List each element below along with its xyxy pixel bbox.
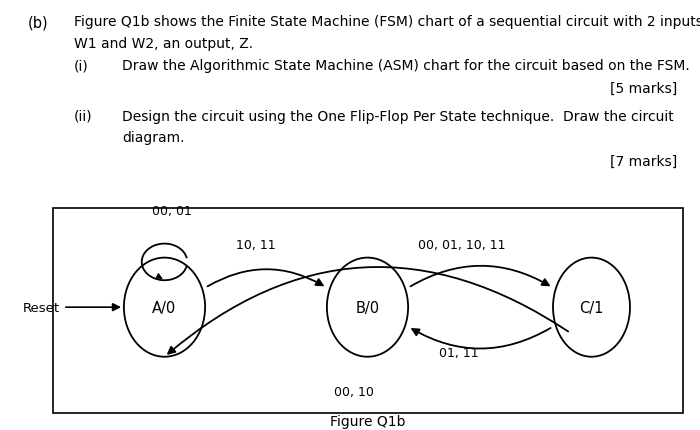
FancyBboxPatch shape [52,209,682,413]
Text: diagram.: diagram. [122,131,185,145]
Text: 00, 01: 00, 01 [152,204,191,217]
Ellipse shape [327,258,408,357]
Text: 00, 10: 00, 10 [334,385,373,398]
Text: Figure Q1b: Figure Q1b [330,414,405,428]
Text: [7 marks]: [7 marks] [610,155,678,169]
Text: A/0: A/0 [153,300,176,315]
FancyArrowPatch shape [66,304,119,311]
Text: Draw the Algorithmic State Machine (ASM) chart for the circuit based on the FSM.: Draw the Algorithmic State Machine (ASM)… [122,59,690,73]
Ellipse shape [124,258,205,357]
FancyArrowPatch shape [207,270,323,287]
FancyArrowPatch shape [168,267,568,354]
Text: Design the circuit using the One Flip-Flop Per State technique.  Draw the circui: Design the circuit using the One Flip-Fl… [122,110,674,123]
Text: W1 and W2, an output, Z.: W1 and W2, an output, Z. [74,37,253,50]
Text: Figure Q1b shows the Finite State Machine (FSM) chart of a sequential circuit wi: Figure Q1b shows the Finite State Machin… [74,15,700,29]
Ellipse shape [553,258,630,357]
Text: B/0: B/0 [356,300,379,315]
Text: (i): (i) [74,59,88,73]
Text: C/1: C/1 [580,300,603,315]
Text: (ii): (ii) [74,110,92,123]
Text: [5 marks]: [5 marks] [610,82,678,95]
Text: (b): (b) [28,15,48,30]
Text: 10, 11: 10, 11 [236,239,275,252]
Text: Reset: Reset [22,301,60,314]
FancyArrowPatch shape [412,328,551,349]
FancyArrowPatch shape [410,266,549,287]
FancyArrowPatch shape [156,274,162,279]
Text: 00, 01, 10, 11: 00, 01, 10, 11 [419,239,505,252]
Text: 01, 11: 01, 11 [439,346,478,359]
